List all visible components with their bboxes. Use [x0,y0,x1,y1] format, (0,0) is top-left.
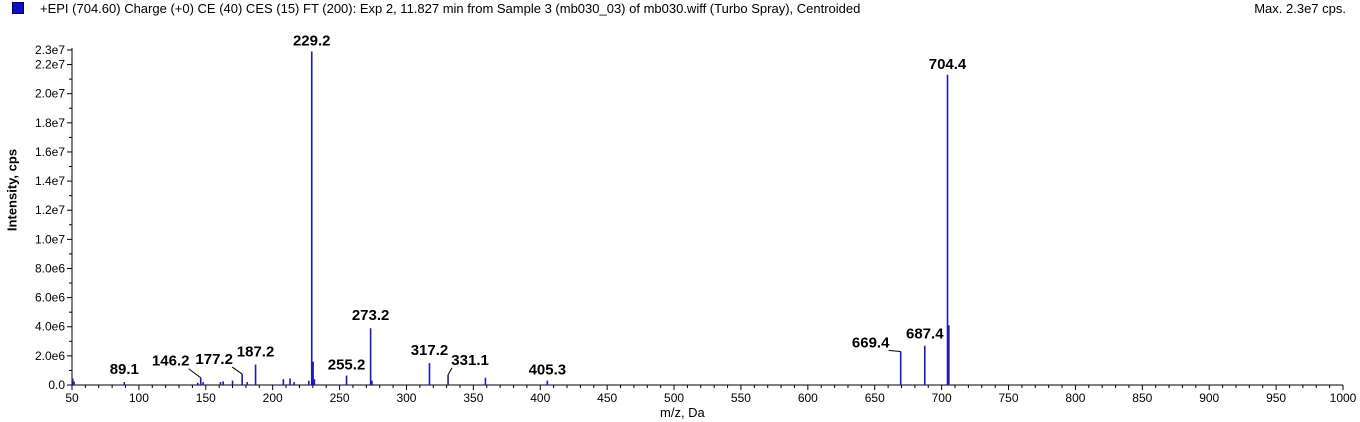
x-tick-label: 150 [196,391,216,405]
x-tick-label: 1000 [1330,391,1357,405]
peak-label: 187.2 [237,344,275,361]
peak-label: 687.4 [906,326,944,343]
x-tick-label: 100 [129,391,149,405]
x-tick-label: 900 [1199,391,1219,405]
x-tick-label: 200 [263,391,283,405]
peak-label: 405.3 [529,362,567,379]
y-tick-label: 1.8e7 [35,116,65,130]
y-tick-label: 2.0e6 [35,349,65,363]
peak-label: 273.2 [352,307,390,324]
peak-label-leader [447,367,453,376]
series-legend-swatch [12,2,24,14]
x-tick-label: 500 [664,391,684,405]
peak-label-leader [188,368,202,379]
peak-label: 146.2 [152,353,190,370]
y-tick-label: 1.6e7 [35,145,65,159]
x-tick-label: 800 [1065,391,1085,405]
x-tick-label: 250 [330,391,350,405]
peak-label: 177.2 [195,351,233,368]
peak-label: 669.4 [852,335,890,352]
y-tick-label: 2.2e7 [35,58,65,72]
x-tick-label: 750 [999,391,1019,405]
x-tick-label: 600 [798,391,818,405]
peak-label-leader [888,350,901,352]
chart-title: +EPI (704.60) Charge (+0) CE (40) CES (1… [40,1,861,16]
x-tick-label: 450 [597,391,617,405]
x-tick-label: 300 [396,391,416,405]
y-tick-label: 1.4e7 [35,174,65,188]
x-tick-label: 650 [865,391,885,405]
peak-label: 331.1 [451,352,489,369]
y-tick-label: 8.0e6 [35,261,65,275]
chart-header: +EPI (704.60) Charge (+0) CE (40) CES (1… [0,0,1360,18]
peak-label: 317.2 [411,342,449,359]
peak-label: 89.1 [110,361,139,378]
y-tick-label: 1.0e7 [35,232,65,246]
x-tick-label: 400 [530,391,550,405]
x-tick-label: 950 [1266,391,1286,405]
y-tick-label: 1.2e7 [35,203,65,217]
x-tick-label: 700 [932,391,952,405]
x-tick-label: 550 [731,391,751,405]
y-tick-label: 2.0e7 [35,87,65,101]
x-tick-label: 850 [1132,391,1152,405]
x-axis-label: m/z, Da [660,405,705,420]
x-tick-label: 350 [463,391,483,405]
peak-label: 255.2 [328,357,366,374]
y-tick-label: 0.0 [48,378,65,392]
y-tick-label: 4.0e6 [35,320,65,334]
peak-label: 229.2 [293,32,331,49]
y-tick-label: 6.0e6 [35,291,65,305]
x-tick-label: 50 [65,391,79,405]
peak-label: 704.4 [929,56,967,73]
max-intensity-label: Max. 2.3e7 cps. [1254,1,1346,16]
y-tick-label: 2.3e7 [35,43,65,57]
peak-label-leader [231,366,243,375]
